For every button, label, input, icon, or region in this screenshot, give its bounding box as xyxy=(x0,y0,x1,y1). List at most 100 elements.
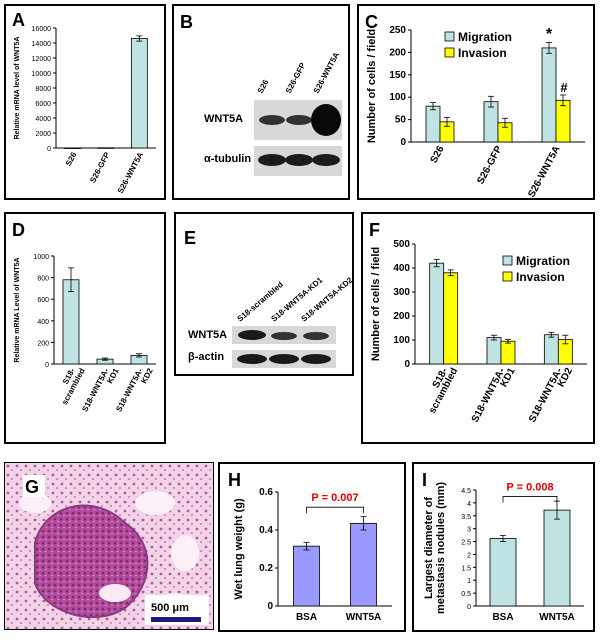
y-tick-label: 0.6 xyxy=(259,487,273,498)
y-tick-label: 1.5 xyxy=(461,565,471,572)
bar xyxy=(541,47,557,143)
bar xyxy=(486,337,502,365)
y-tick-label: 800 xyxy=(37,276,49,283)
panel-d: D 0 200 400 600 800 1000 Relative mRNA Level o… xyxy=(4,212,166,444)
blot-band xyxy=(301,354,331,364)
chart-h: H 0 0.2 0.4 0.6 Wet lung weight (g) BSA WNT5A P… xyxy=(228,470,392,623)
y-tick-label: 100 xyxy=(389,92,406,103)
bar xyxy=(62,279,80,365)
panel-c: C 0 50 100 150 200 250 Number of cells / field… xyxy=(357,4,595,200)
bar xyxy=(64,147,82,149)
y-tick-label: 2000 xyxy=(35,131,51,138)
y-tick-label: 2 xyxy=(467,552,471,559)
blot-band xyxy=(258,154,286,166)
p-value: P = 0.008 xyxy=(506,481,553,493)
category-label: S26-GFP xyxy=(88,150,112,184)
chart-f: F 0 100 200 300 400 500 Number of cells / fiel… xyxy=(369,220,587,424)
y-tick-label: 16000 xyxy=(32,26,52,33)
blot-b: B S26 S26-GFP S26-WNT5A WNT5A α-tubulin xyxy=(180,12,342,176)
bar xyxy=(443,272,459,365)
bar xyxy=(97,147,115,149)
y-tick-label: 600 xyxy=(37,297,49,304)
y-tick-label: 14000 xyxy=(32,41,52,48)
chart-i: I 0 0.5 1 1.5 2 2.5 3 3.5 4 4.5 Largest diameter o… xyxy=(422,470,584,623)
y-tick-label: 100 xyxy=(393,335,410,346)
y-tick-label: 400 xyxy=(393,263,410,274)
y-tick-label: 0.5 xyxy=(461,591,471,598)
legend-swatch xyxy=(444,47,455,58)
y-tick-label: 3 xyxy=(467,527,471,534)
category-label: S26-WNT5A xyxy=(116,151,145,195)
y-tick-label: 200 xyxy=(393,311,410,322)
legend-swatch xyxy=(502,271,513,282)
y-tick-label: 12000 xyxy=(32,56,52,63)
category-label: BSA xyxy=(296,612,317,623)
category-label: KD1 xyxy=(105,366,121,385)
category-label: WNT5A xyxy=(539,612,575,623)
significance-bracket xyxy=(306,506,364,514)
significance-bracket xyxy=(502,496,558,503)
y-tick-label: 6000 xyxy=(35,101,51,108)
y-tick-label: 250 xyxy=(389,25,406,36)
legend-swatch xyxy=(444,31,455,42)
panel-label-g: G xyxy=(25,477,39,497)
y-tick-label: 8000 xyxy=(35,86,51,93)
blot-band xyxy=(303,332,329,340)
panel-a: A 0 2000 4000 6000 8000 10000 12000 14000 16000 R… xyxy=(4,4,166,200)
y-tick-label: 0 xyxy=(400,137,406,148)
bar xyxy=(425,105,441,143)
category-label: S26 xyxy=(64,150,79,167)
lane-label: S26 xyxy=(256,78,271,95)
lane-label: S18-WNT5A-KD2 xyxy=(300,275,352,323)
y-axis-label: Relative mRNA level of WNT5A xyxy=(14,37,21,140)
y-tick-label: 200 xyxy=(389,47,406,58)
category-label: S18-WNT5A- xyxy=(527,366,565,424)
blot-band xyxy=(237,354,267,364)
bar xyxy=(555,99,571,143)
y-tick-label: 150 xyxy=(389,70,406,81)
panel-label-c: C xyxy=(365,12,378,32)
panel-label-e: E xyxy=(184,228,196,248)
y-tick-label: 1000 xyxy=(33,254,49,261)
panel-label-h: H xyxy=(228,470,241,490)
y-axis-label: Wet lung weight (g) xyxy=(233,498,245,600)
y-tick-label: 3.5 xyxy=(461,514,471,521)
bar xyxy=(293,545,320,607)
y-tick-label: 0 xyxy=(45,362,49,369)
y-tick-label: 1 xyxy=(467,578,471,585)
y-tick-label: 0 xyxy=(47,146,51,153)
blot-row-label: α-tubulin xyxy=(204,153,251,165)
chart-c: C 0 50 100 150 200 250 Number of cells / field… xyxy=(365,12,585,198)
annotation: # xyxy=(560,80,568,95)
panel-e: E S18-scrambled S18-WNT5A-KD1 S18-WNT5A-… xyxy=(174,212,354,376)
y-tick-label: 10000 xyxy=(32,71,52,78)
y-tick-label: 500 xyxy=(393,239,410,250)
lane-label: S26-WNT5A xyxy=(312,50,341,94)
panel-label-b: B xyxy=(180,12,193,32)
y-tick-label: 0.4 xyxy=(259,525,273,536)
y-tick-label: 0 xyxy=(267,601,273,612)
chart-a: A 0 2000 4000 6000 8000 10000 12000 14000 16000 R… xyxy=(12,10,156,195)
panel-label-i: I xyxy=(422,470,427,490)
blot-band xyxy=(238,330,266,340)
blot-band xyxy=(269,354,299,364)
y-axis-label: Largest diameter of xyxy=(423,497,435,599)
bar xyxy=(483,101,499,143)
category-label: KD2 xyxy=(139,366,155,385)
y-axis-label: Relative mRNA Level of WNT5A xyxy=(14,257,21,362)
category-label: WNT5A xyxy=(346,612,382,623)
blot-band xyxy=(259,115,285,125)
y-tick-label: 300 xyxy=(393,287,410,298)
legend-label: Invasion xyxy=(516,270,565,284)
p-value: P = 0.007 xyxy=(311,492,358,504)
panel-h: H 0 0.2 0.4 0.6 Wet lung weight (g) BSA WNT5A P… xyxy=(218,462,406,632)
blot-row-label: WNT5A xyxy=(204,113,243,125)
y-axis-label: metastasis nodules (mm) xyxy=(435,482,447,614)
bar xyxy=(130,38,148,149)
y-tick-label: 2.5 xyxy=(461,540,471,547)
y-tick-label: 4 xyxy=(467,501,471,508)
bar xyxy=(350,522,377,607)
category-label: S26-WNT5A xyxy=(526,144,562,198)
bar xyxy=(543,509,571,607)
y-axis-label: Number of cells / field xyxy=(370,247,382,361)
